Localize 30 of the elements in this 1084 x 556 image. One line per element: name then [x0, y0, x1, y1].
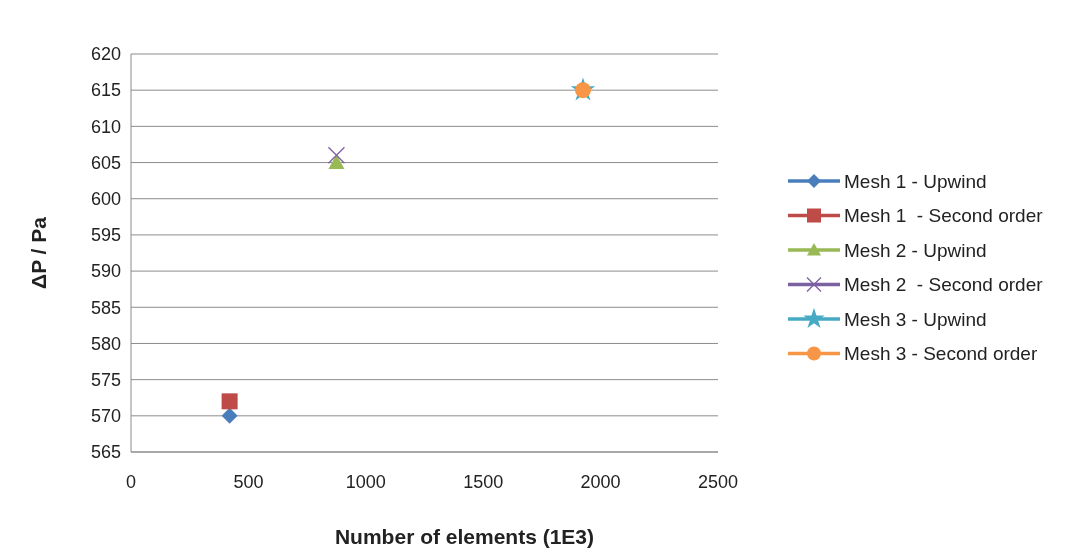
point — [327, 146, 346, 164]
y-tick-label: 570 — [90, 406, 121, 427]
y-tick-label: 605 — [90, 152, 121, 173]
x-tick-label: 1000 — [345, 472, 386, 492]
legend-label: Mesh 1 - Upwind — [844, 170, 987, 192]
legend-label: Mesh 2 - Upwind — [844, 239, 987, 261]
y-tick-label: 565 — [90, 442, 121, 463]
x-tick-label: 1500 — [463, 472, 504, 492]
legend-label: Mesh 3 - Upwind — [844, 308, 987, 330]
x-axis-title: Number of elements (1E3) — [334, 525, 595, 548]
point — [328, 154, 345, 169]
legend-label: Mesh 2 - Second order — [844, 274, 1044, 296]
point — [221, 393, 238, 410]
y-tick-label: 595 — [90, 225, 121, 246]
legend-label: Mesh 3 - Second order — [844, 343, 1038, 365]
x-tick-label: 500 — [233, 472, 264, 492]
y-tick-label: 610 — [90, 116, 121, 137]
y-axis-title: ΔP / Pa — [27, 216, 50, 289]
x-tick-label: 0 — [125, 472, 137, 492]
legend-label: Mesh 1 - Second order — [844, 205, 1044, 227]
y-tick-label: 590 — [90, 261, 121, 282]
x-tick-label: 2000 — [580, 472, 621, 492]
y-tick-label: 580 — [90, 333, 121, 354]
y-tick-label: 600 — [90, 189, 121, 210]
x-tick-label: 2500 — [697, 472, 739, 492]
y-tick-label: 620 — [90, 44, 121, 65]
y-tick-label: 575 — [90, 369, 121, 390]
y-tick-label: 585 — [90, 297, 121, 318]
y-tick-label: 615 — [90, 80, 121, 101]
point — [221, 407, 238, 424]
